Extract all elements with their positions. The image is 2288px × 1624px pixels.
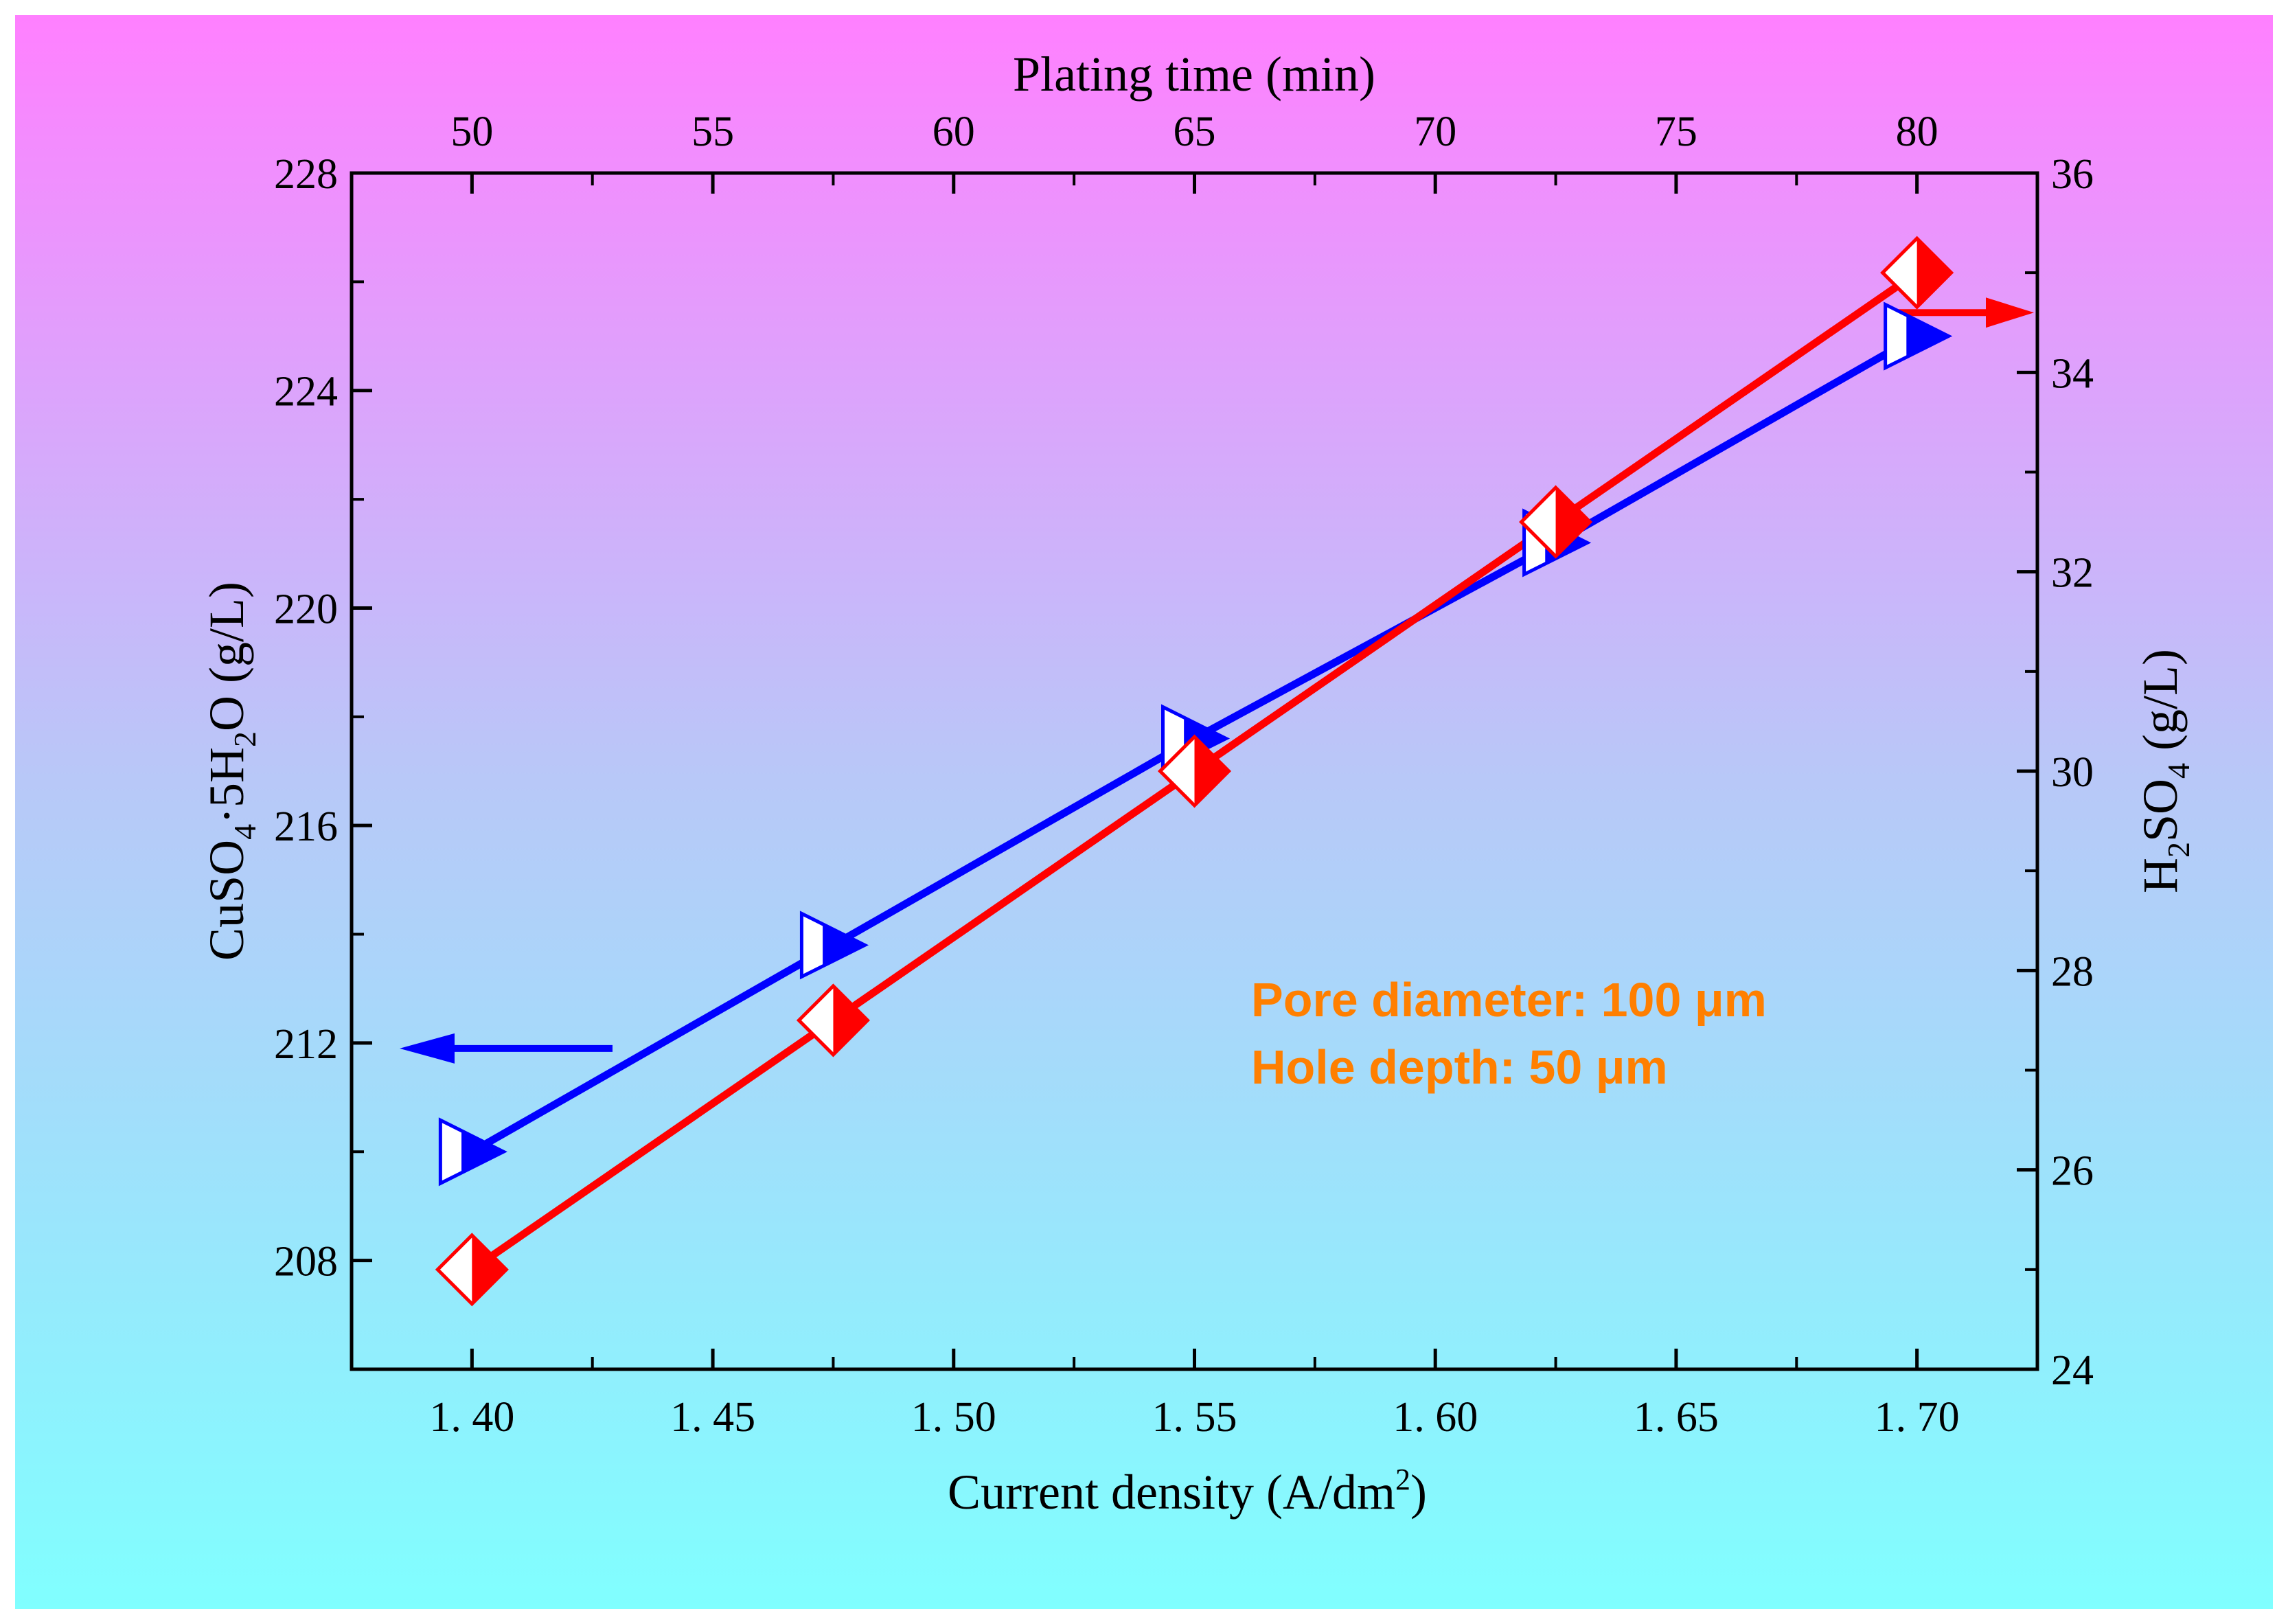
x-top-tick-label: 50 <box>450 108 493 155</box>
right-axis-arrow-head <box>1986 297 2034 328</box>
y-left-tick-label: 216 <box>274 803 338 850</box>
arrows-layer <box>400 297 2034 1064</box>
y-right-tick-label: 30 <box>2051 749 2094 796</box>
marker-half <box>461 1130 504 1173</box>
y-right-tick-label: 36 <box>2051 151 2094 198</box>
marker-outline <box>438 1117 507 1187</box>
marker-outline <box>799 911 869 980</box>
x-top-tick-label: 80 <box>1896 108 1938 155</box>
marker-outline <box>1157 734 1232 808</box>
chart-svg: 1. 40 50 1. 45 55 1. 50 60 1. 55 65 1. 60 70 1. 65… <box>199 47 2196 1520</box>
y-left-title-sub-2: 2 <box>227 731 262 747</box>
y-right-title-part-3: (g/L) <box>2133 649 2188 763</box>
y-right-title-part-2: SO <box>2133 779 2188 842</box>
x-bottom-axis-title: Current density (A/dm2) <box>948 1463 1427 1520</box>
y-left-tick-label: 220 <box>274 586 338 632</box>
data-point-2 <box>796 983 870 1057</box>
marker-half <box>1917 238 1952 308</box>
y-left-tick-label: 224 <box>274 369 338 415</box>
x-bottom-axis-title-text: Current density (A/dm <box>948 1465 1395 1520</box>
y-left-title-part-3: O (g/L) <box>199 582 254 731</box>
y-right-tick-label: 34 <box>2051 350 2094 397</box>
data-point-2 <box>1880 236 1954 310</box>
annotation-hole-depth: Hole depth: 50 μm <box>1251 1040 1668 1094</box>
x-bottom-tick-label: 1. 45 <box>670 1394 755 1441</box>
x-top-tick-label: 70 <box>1414 108 1456 155</box>
y-left-axis-title: CuSO4·5H2O (g/L) <box>199 582 262 961</box>
y-left-tick-label: 228 <box>274 151 338 198</box>
ticks-layer: 1. 40 50 1. 45 55 1. 50 60 1. 55 65 1. 60 70 1. 65… <box>274 108 2094 1441</box>
marker-outline <box>435 1233 509 1307</box>
y-right-tick-label: 26 <box>2051 1148 2094 1195</box>
x-bottom-tick-label: 1. 50 <box>911 1394 996 1441</box>
x-top-tick-label: 60 <box>933 108 975 155</box>
y-left-tick-label: 212 <box>274 1021 338 1068</box>
data-point-2 <box>435 1233 509 1307</box>
x-bottom-axis-title-sup: 2 <box>1395 1463 1410 1496</box>
data-point-2 <box>1157 734 1232 808</box>
y-right-title-sub-2: 4 <box>2161 763 2196 779</box>
x-top-axis-title: Plating time (min) <box>1013 47 1375 102</box>
x-bottom-tick-label: 1. 40 <box>429 1394 514 1441</box>
x-top-tick-label: 75 <box>1655 108 1697 155</box>
marker-outline <box>1519 485 1593 559</box>
x-bottom-tick-label: 1. 65 <box>1634 1394 1719 1441</box>
y-left-title-sub-1: 4 <box>227 824 262 840</box>
y-right-tick-label: 28 <box>2051 948 2094 995</box>
marker-half <box>833 985 868 1055</box>
marker-outline <box>796 983 870 1057</box>
data-point-1 <box>1884 301 1953 371</box>
markers-layer <box>435 236 1954 1307</box>
left-axis-arrow-head <box>400 1033 455 1064</box>
x-bottom-tick-label: 1. 55 <box>1152 1394 1237 1441</box>
marker-half <box>823 924 865 966</box>
y-left-tick-label: 208 <box>274 1239 338 1285</box>
x-bottom-tick-label: 1. 70 <box>1875 1394 1960 1441</box>
data-point-1 <box>799 911 869 980</box>
data-point-1 <box>438 1117 507 1187</box>
annotation-pore-diameter: Pore diameter: 100 μm <box>1251 973 1767 1027</box>
marker-half <box>1906 315 1949 357</box>
marker-half <box>1194 737 1229 805</box>
marker-outline <box>1880 236 1954 310</box>
x-bottom-axis-title-close: ) <box>1410 1465 1427 1520</box>
chart: 1. 40 50 1. 45 55 1. 50 60 1. 55 65 1. 60 70 1. 65… <box>15 15 2273 1609</box>
marker-half <box>1555 488 1590 557</box>
y-right-tick-label: 24 <box>2051 1347 2094 1394</box>
x-top-tick-label: 55 <box>691 108 734 155</box>
marker-half <box>472 1235 507 1304</box>
y-right-axis-title: H2SO4 (g/L) <box>2133 649 2196 893</box>
x-top-tick-label: 65 <box>1174 108 1216 155</box>
data-point-2 <box>1519 485 1593 559</box>
y-left-title-part-2: ·5H <box>199 747 254 824</box>
y-left-title-part-1: CuSO <box>199 840 254 961</box>
y-right-tick-label: 32 <box>2051 550 2094 597</box>
y-right-title-part-1: H <box>2133 858 2188 893</box>
y-right-title-sub-1: 2 <box>2161 842 2196 858</box>
x-bottom-tick-label: 1. 60 <box>1393 1394 1478 1441</box>
marker-outline <box>1884 301 1953 371</box>
